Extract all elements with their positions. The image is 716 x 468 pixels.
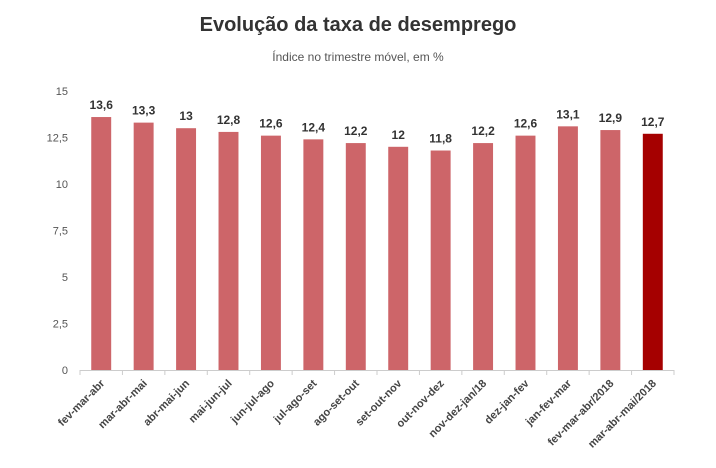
y-tick-label: 0 — [62, 365, 68, 377]
bar — [388, 146, 409, 370]
data-label: 12,8 — [217, 113, 241, 127]
data-label: 12,6 — [514, 117, 538, 131]
data-label: 13 — [179, 109, 193, 123]
data-label: 13,6 — [90, 98, 114, 112]
chart-subtitle: Índice no trimestre móvel, em % — [272, 50, 444, 64]
data-label: 11,8 — [429, 132, 452, 146]
bar — [515, 135, 536, 370]
data-label: 13,1 — [556, 107, 580, 121]
bar — [642, 133, 663, 370]
y-tick-label: 7,5 — [53, 226, 68, 238]
x-tick-label: jun-jul-ago — [228, 377, 277, 426]
bar — [260, 135, 281, 370]
data-label: 12,9 — [599, 111, 623, 125]
chart-title: Evolução da taxa de desemprego — [199, 14, 517, 36]
data-label: 12,2 — [344, 124, 368, 138]
data-label: 12 — [392, 128, 406, 142]
y-tick-label: 15 — [56, 86, 68, 98]
data-label: 12,2 — [471, 124, 495, 138]
bar — [345, 143, 366, 370]
data-label: 12,4 — [302, 120, 326, 134]
data-label: 12,7 — [641, 115, 665, 129]
data-label: 12,6 — [259, 117, 283, 131]
bar — [473, 143, 494, 370]
y-tick-label: 2,5 — [53, 319, 68, 331]
data-label: 13,3 — [132, 104, 156, 118]
bar — [303, 139, 324, 370]
bar — [218, 131, 239, 370]
x-tick-label: abr-mai-jun — [141, 377, 192, 428]
x-tick-label: mai-jun-jul — [187, 378, 235, 426]
y-tick-label: 5 — [62, 272, 68, 284]
bar — [600, 130, 621, 370]
bar — [91, 117, 112, 370]
bar — [133, 122, 154, 371]
bar — [176, 128, 197, 370]
bar — [430, 150, 451, 370]
y-tick-label: 12,5 — [47, 133, 68, 145]
bar — [557, 126, 578, 370]
y-tick-label: 10 — [56, 179, 68, 191]
